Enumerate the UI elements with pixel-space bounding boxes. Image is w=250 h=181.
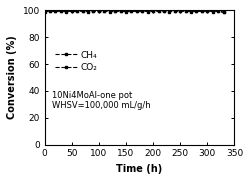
CO₂ (195, 10, 198, 12)
CH₄ (124, 10, 128, 12)
CH₄ (184, 10, 187, 12)
Text: 10Ni4MoAl-one pot
WHSV=100,000 mL/g/h: 10Ni4MoAl-one pot WHSV=100,000 mL/g/h (52, 91, 151, 110)
X-axis label: Time (h): Time (h) (116, 164, 163, 174)
CH₄ (146, 10, 149, 12)
CH₄ (65, 10, 68, 12)
CO₂ (211, 10, 214, 13)
CO₂ (92, 10, 95, 12)
CH₄ (81, 10, 84, 12)
CH₄ (152, 10, 154, 12)
CO₂ (157, 10, 160, 12)
CH₄ (168, 10, 171, 12)
CO₂ (97, 10, 100, 12)
CH₄ (114, 10, 116, 12)
CO₂ (162, 10, 166, 12)
CO₂ (222, 11, 225, 14)
CO₂ (60, 10, 62, 12)
CO₂ (86, 10, 90, 13)
CH₄ (76, 10, 79, 12)
CO₂ (43, 10, 46, 13)
CH₄ (195, 10, 198, 12)
CH₄ (179, 10, 182, 12)
CO₂ (146, 10, 149, 13)
CH₄ (119, 10, 122, 12)
CO₂ (135, 10, 138, 12)
CH₄ (211, 10, 214, 12)
CO₂ (168, 10, 171, 13)
Line: CH₄: CH₄ (43, 9, 225, 13)
CH₄ (190, 10, 192, 12)
CO₂ (124, 10, 128, 13)
CH₄ (141, 10, 144, 12)
CO₂ (70, 10, 73, 12)
CO₂ (114, 10, 116, 12)
CO₂ (179, 10, 182, 12)
CO₂ (200, 10, 203, 12)
CO₂ (206, 10, 209, 12)
CH₄ (162, 10, 166, 12)
CH₄ (200, 10, 203, 12)
CH₄ (157, 10, 160, 12)
CH₄ (135, 10, 138, 12)
CO₂ (76, 10, 79, 12)
CO₂ (217, 10, 220, 12)
CH₄ (130, 10, 133, 12)
CO₂ (108, 10, 111, 13)
Legend: CH₄, CO₂: CH₄, CO₂ (53, 49, 100, 74)
CH₄ (206, 10, 209, 12)
CO₂ (190, 10, 192, 13)
CO₂ (48, 10, 51, 12)
CH₄ (173, 10, 176, 12)
CH₄ (48, 10, 51, 12)
CO₂ (119, 10, 122, 12)
CH₄ (43, 10, 46, 12)
CO₂ (152, 10, 154, 12)
CH₄ (217, 10, 220, 12)
CO₂ (184, 10, 187, 12)
Y-axis label: Conversion (%): Conversion (%) (7, 36, 17, 119)
CH₄ (97, 10, 100, 12)
CH₄ (103, 10, 106, 12)
CH₄ (70, 10, 73, 12)
CH₄ (92, 10, 95, 12)
Line: CO₂: CO₂ (43, 10, 225, 14)
CO₂ (65, 10, 68, 13)
CO₂ (173, 10, 176, 12)
CO₂ (141, 10, 144, 12)
CH₄ (54, 10, 57, 12)
CH₄ (60, 10, 62, 12)
CH₄ (108, 10, 111, 12)
CH₄ (222, 11, 225, 13)
CH₄ (86, 10, 90, 12)
CO₂ (130, 10, 133, 12)
CO₂ (54, 10, 57, 12)
CO₂ (103, 10, 106, 12)
CO₂ (81, 10, 84, 12)
